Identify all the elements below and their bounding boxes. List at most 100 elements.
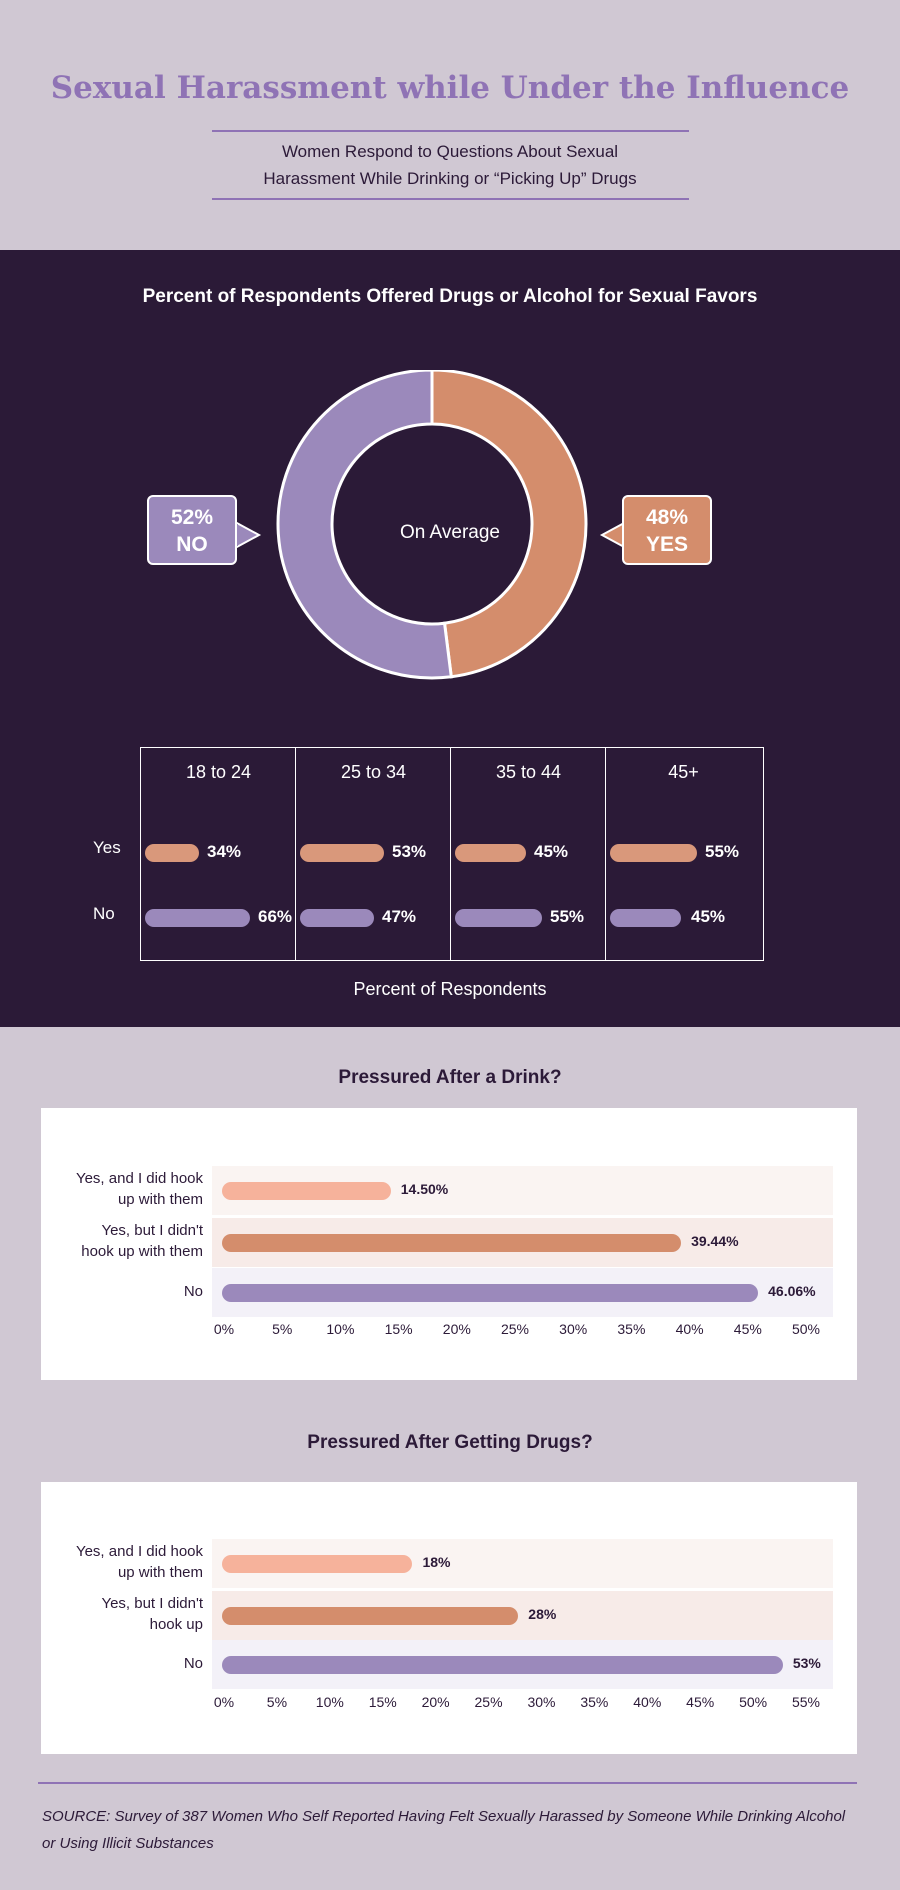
page-title: Sexual Harassment while Under the Influe… xyxy=(50,70,850,106)
drugs-chart-title: Pressured After Getting Drugs? xyxy=(307,1432,593,1453)
title-rule-bottom xyxy=(212,198,689,200)
drink-chart-title: Pressured After a Drink? xyxy=(338,1067,562,1088)
x-tick-label: 10% xyxy=(326,1321,355,1337)
bar-value-label: 39.44% xyxy=(691,1233,739,1249)
yes-value: 55% xyxy=(705,842,740,861)
x-tick-label: 25% xyxy=(474,1694,503,1710)
bar-category-label: Yes, but I didn't hook up with them xyxy=(51,1220,203,1262)
x-tick-label: 5% xyxy=(272,1321,293,1337)
callout-no-pct: 52% xyxy=(170,506,214,529)
bar-label-line: up with them xyxy=(117,1564,203,1581)
callout-yes-pct: 48% xyxy=(645,506,689,529)
age-group-label: 18 to 24 xyxy=(185,762,252,782)
x-tick-label: 35% xyxy=(617,1321,646,1337)
offered-section: Percent of Respondents Offered Drugs or … xyxy=(0,250,900,1027)
x-tick-label: 15% xyxy=(384,1321,413,1337)
bar-category-label: Yes, but I didn't hook up xyxy=(51,1593,203,1635)
bar xyxy=(222,1234,682,1252)
bar-label-line: hook up xyxy=(149,1616,203,1633)
bar-label-line: hook up with them xyxy=(81,1243,203,1260)
yes-bar xyxy=(145,844,199,862)
x-tick-label: 55% xyxy=(791,1694,821,1710)
age-group-label: 25 to 34 xyxy=(340,762,407,782)
donut-center-label: On Average xyxy=(399,522,500,543)
donut-slice-yes xyxy=(430,370,588,679)
yes-value: 53% xyxy=(392,842,427,861)
bar-label-line: Yes, and I did hook xyxy=(75,1170,203,1187)
age-group-label: 35 to 44 xyxy=(495,762,562,782)
bar-label-line: up with them xyxy=(117,1191,203,1208)
x-tick-label: 15% xyxy=(368,1694,397,1710)
bar-value-label: 14.50% xyxy=(400,1181,449,1197)
bar-category-label: Yes, and I did hook up with them xyxy=(51,1168,203,1210)
page-subtitle: Women Respond to Questions About Sexual … xyxy=(200,138,700,192)
age-group-column: 25 to 34 53% 47% xyxy=(296,748,451,960)
x-tick-label: 50% xyxy=(739,1694,768,1710)
yes-value: 45% xyxy=(534,842,569,861)
age-group-column: 45+ 55% 45% xyxy=(606,748,761,960)
bar-label-line: Yes, but I didn't xyxy=(101,1595,203,1612)
title-rule-top xyxy=(212,130,689,132)
row-label-no: No xyxy=(93,904,115,923)
x-tick-label: 0% xyxy=(213,1694,235,1710)
drink-chart-card: Yes, and I did hook up with them 14.50% Yes… xyxy=(41,1108,857,1380)
subtitle-line-2: Harassment While Drinking or “Picking Up… xyxy=(263,169,637,188)
offered-title: Percent of Respondents Offered Drugs or … xyxy=(142,286,758,307)
x-tick-label: 20% xyxy=(421,1694,450,1710)
x-tick-label: 20% xyxy=(442,1321,471,1337)
source-note: SOURCE: Survey of 387 Women Who Self Rep… xyxy=(42,1808,846,1852)
age-group-label: 45+ xyxy=(668,762,699,782)
bar-category-label: Yes, and I did hook up with them xyxy=(51,1541,203,1583)
x-tick-label: 40% xyxy=(633,1694,662,1710)
x-tick-label: 5% xyxy=(266,1694,288,1710)
bar-label-line: Yes, and I did hook xyxy=(75,1543,203,1560)
callout-no-label: NO xyxy=(176,533,208,556)
callout-yes: 48% YES xyxy=(622,495,712,565)
header: Sexual Harassment while Under the Influe… xyxy=(0,0,900,250)
x-tick-label: 35% xyxy=(580,1694,609,1710)
age-group-grid: 18 to 24 34% 66% 25 to 34 53% 47% 35 to 44 45% 5… xyxy=(140,747,764,961)
x-tick-label: 25% xyxy=(500,1321,530,1337)
age-group-column: 35 to 44 45% 55% xyxy=(451,748,606,960)
subtitle-line-1: Women Respond to Questions About Sexual xyxy=(281,142,619,161)
source-rule xyxy=(38,1782,857,1784)
bar-value-label: 28% xyxy=(528,1606,557,1622)
yes-value: 34% xyxy=(207,842,242,861)
bar xyxy=(222,1284,759,1302)
no-bar xyxy=(300,909,374,927)
bar xyxy=(222,1555,413,1573)
no-value: 66% xyxy=(258,907,293,926)
bar-label-line: Yes, but I didn't xyxy=(101,1222,203,1239)
bar-value-label: 46.06% xyxy=(768,1283,816,1299)
callout-yes-label: YES xyxy=(645,533,689,556)
callout-no-pointer xyxy=(235,520,262,550)
no-value: 55% xyxy=(550,907,585,926)
age-group-column: 18 to 24 34% 66% xyxy=(141,748,296,960)
x-tick-label: 45% xyxy=(686,1694,715,1710)
x-tick-label: 30% xyxy=(527,1694,556,1710)
no-bar xyxy=(145,909,250,927)
bar-value-label: 18% xyxy=(422,1554,451,1570)
x-tick-label: 40% xyxy=(675,1321,704,1337)
donut-slice-no xyxy=(276,370,453,680)
x-tick-label: 45% xyxy=(733,1321,762,1337)
bar-category-label: No xyxy=(51,1653,203,1674)
callout-no: 52% NO xyxy=(147,495,237,565)
bar-value-label: 53% xyxy=(792,1655,821,1671)
bar-label-line: No xyxy=(183,1655,203,1672)
x-tick-label: 10% xyxy=(315,1694,344,1710)
row-label-yes: Yes xyxy=(93,838,121,857)
x-tick-label: 30% xyxy=(559,1321,588,1337)
bar xyxy=(222,1607,519,1625)
yes-bar xyxy=(300,844,384,862)
drugs-chart-card: Yes, and I did hook up with them 18% Yes, b… xyxy=(41,1482,857,1754)
age-axis-caption: Percent of Respondents xyxy=(353,979,547,999)
bar-category-label: No xyxy=(51,1281,203,1302)
bar xyxy=(222,1182,391,1200)
yes-bar xyxy=(610,844,697,862)
yes-bar xyxy=(455,844,526,862)
no-value: 47% xyxy=(382,907,417,926)
bar-label-line: No xyxy=(183,1283,203,1300)
x-tick-label: 50% xyxy=(791,1321,821,1337)
donut-chart xyxy=(276,370,588,680)
